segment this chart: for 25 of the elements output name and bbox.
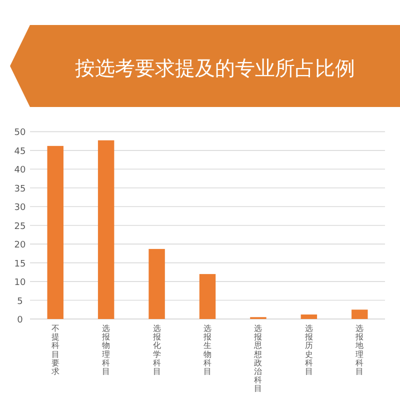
y-tick-label: 40 — [14, 166, 26, 176]
y-tick-label: 20 — [14, 240, 26, 251]
x-tick-label: 选报历史科目 — [304, 324, 313, 376]
x-tick-label: 选报化学科目 — [152, 324, 161, 376]
y-tick-label: 5 — [17, 296, 23, 307]
bar — [98, 140, 114, 319]
bar — [300, 314, 318, 319]
y-tick-label: 25 — [14, 222, 26, 232]
y-tick-label: 15 — [14, 259, 26, 270]
bar — [47, 146, 64, 319]
x-tick-label: 不提科目要求 — [51, 324, 60, 376]
y-tick-label: 45 — [14, 146, 26, 157]
chart-title: 按选考要求提及的专业所占比例 — [75, 56, 355, 80]
y-tick-label: 35 — [14, 184, 26, 194]
y-tick-label: 30 — [14, 203, 26, 214]
y-tick-label: 50 — [14, 128, 26, 138]
bar — [199, 274, 216, 319]
x-tick-label: 选报物理科目 — [101, 324, 110, 376]
x-tick-label: 选报地理科目 — [354, 324, 364, 376]
y-tick-label: 0 — [17, 316, 24, 326]
x-tick-label: 选报生物科目 — [202, 324, 212, 376]
x-tick-label: 选报思想政治科目 — [253, 324, 262, 394]
bar — [352, 310, 368, 319]
bar — [148, 248, 165, 319]
y-tick-label: 10 — [14, 278, 26, 288]
